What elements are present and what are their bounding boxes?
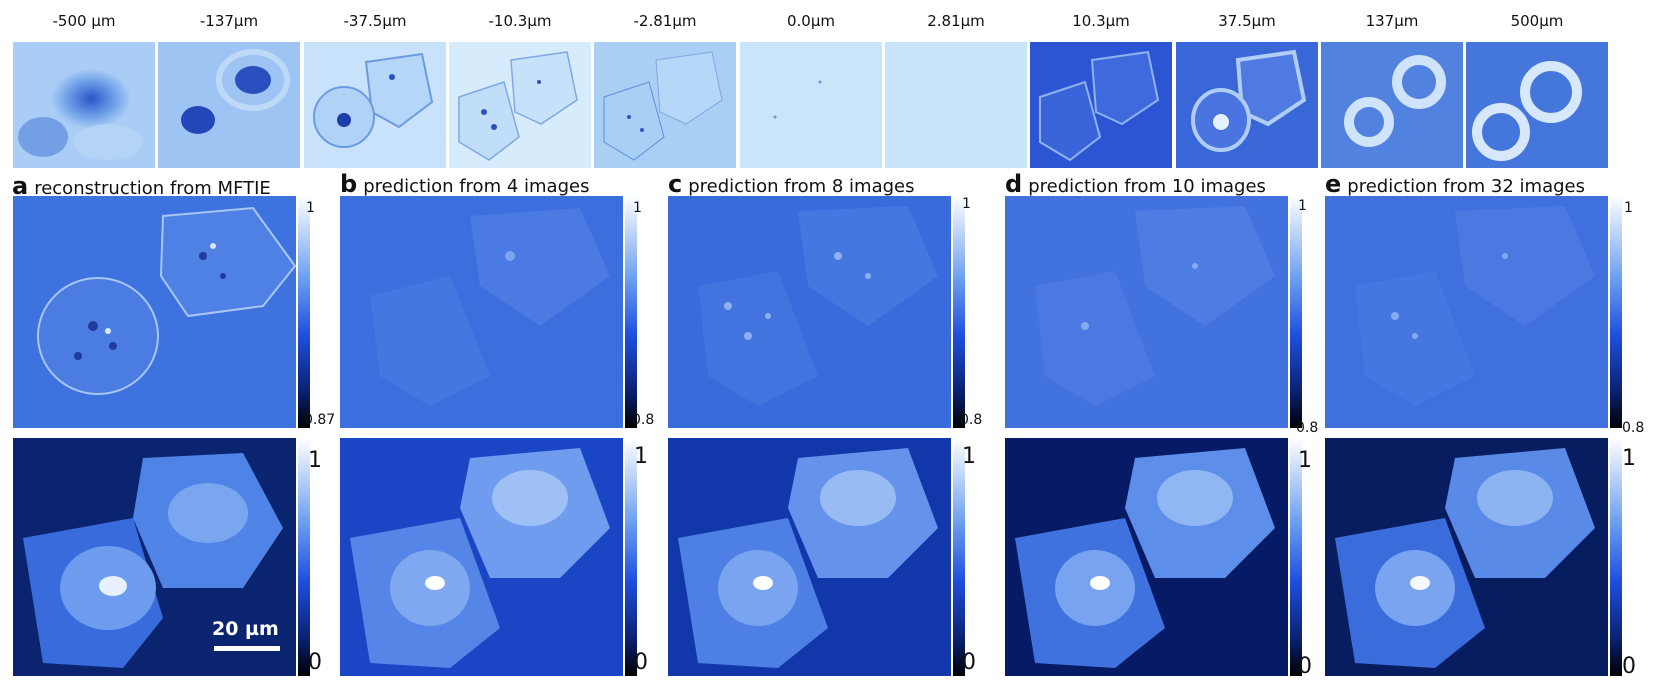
defocus-label: -137µm: [199, 12, 259, 30]
colorbar-max: 1: [1622, 446, 1636, 471]
colorbar-min: 0.8: [632, 412, 655, 428]
fluor-image-d: [1005, 438, 1288, 676]
panel-letter: b: [340, 170, 358, 198]
defocus-label: 0.0µm: [786, 12, 835, 30]
colorbar-min: 0.87: [304, 412, 336, 428]
panel-title-text: prediction from 4 images: [363, 176, 590, 197]
colorbar-phase-a: [298, 196, 310, 428]
defocus-image: [1176, 42, 1318, 168]
defocus-image: [1466, 42, 1608, 168]
panel-title-text: prediction from 8 images: [688, 176, 915, 197]
colorbar-max: 1: [308, 448, 322, 473]
colorbar-phase-e: [1610, 196, 1622, 428]
defocus-image: [304, 42, 446, 168]
phase-image-b: [340, 196, 623, 428]
scale-bar-label: 20 µm: [212, 618, 279, 640]
defocus-image: [594, 42, 736, 168]
colorbar-min: 0: [1298, 654, 1312, 679]
colorbar-max: 1: [1298, 448, 1312, 473]
defocus-image: [1030, 42, 1172, 168]
panel-a-title: a reconstruction from MFTIE: [12, 172, 271, 200]
defocus-label: -2.81µm: [633, 12, 697, 30]
defocus-image: [449, 42, 591, 168]
colorbar-max: 1: [1298, 198, 1307, 214]
panel-title-text: prediction from 10 images: [1028, 176, 1266, 197]
defocus-image: [13, 42, 155, 168]
colorbar-max: 1: [1624, 200, 1633, 216]
defocus-label: 137µm: [1365, 12, 1419, 30]
defocus-image: [740, 42, 882, 168]
phase-image-a: [13, 196, 296, 428]
colorbar-min: 0: [308, 650, 322, 675]
defocus-image: [158, 42, 300, 168]
fluor-image-a: [13, 438, 296, 676]
colorbar-phase-d: [1290, 196, 1302, 428]
defocus-label: 2.81µm: [927, 12, 985, 30]
phase-image-c: [668, 196, 951, 428]
colorbar-min: 0.8: [1296, 420, 1319, 436]
fluor-image-b: [340, 438, 623, 676]
panel-letter: c: [668, 170, 683, 198]
defocus-label: 10.3µm: [1072, 12, 1130, 30]
colorbar-max: 1: [962, 196, 971, 212]
colorbar-max: 1: [962, 444, 976, 469]
colorbar-min: 0: [1622, 654, 1636, 679]
defocus-label: -37.5µm: [343, 12, 407, 30]
colorbar-phase-b: [625, 196, 637, 428]
panel-letter: a: [12, 172, 29, 200]
defocus-image: [1321, 42, 1463, 168]
phase-image-e: [1325, 196, 1608, 428]
panel-letter: e: [1325, 170, 1342, 198]
colorbar-fluor-e: [1610, 438, 1622, 676]
colorbar-max: 1: [634, 444, 648, 469]
panel-d-title: d prediction from 10 images: [1005, 170, 1266, 198]
colorbar-min: 0: [634, 650, 648, 675]
panel-c-title: c prediction from 8 images: [668, 170, 915, 198]
panel-title-text: prediction from 32 images: [1347, 176, 1585, 197]
panel-b-title: b prediction from 4 images: [340, 170, 589, 198]
defocus-label: 500µm: [1510, 12, 1564, 30]
panel-title-text: reconstruction from MFTIE: [34, 178, 271, 199]
colorbar-fluor-b: [625, 438, 637, 676]
panel-letter: d: [1005, 170, 1023, 198]
defocus-image: [885, 42, 1027, 168]
colorbar-phase-c: [953, 196, 965, 428]
scale-bar: [214, 646, 280, 651]
colorbar-min: 0.8: [960, 412, 983, 428]
panel-e-title: e prediction from 32 images: [1325, 170, 1585, 198]
phase-image-d: [1005, 196, 1288, 428]
fluor-image-e: [1325, 438, 1608, 676]
defocus-label: 37.5µm: [1218, 12, 1276, 30]
colorbar-min: 0: [962, 650, 976, 675]
colorbar-max: 1: [306, 200, 315, 216]
defocus-label: -10.3µm: [488, 12, 552, 30]
colorbar-max: 1: [633, 200, 642, 216]
defocus-label: -500 µm: [52, 12, 116, 30]
colorbar-fluor-c: [953, 438, 965, 676]
colorbar-min: 0.8: [1622, 420, 1645, 436]
colorbar-fluor-a: [298, 438, 310, 676]
colorbar-fluor-d: [1290, 438, 1302, 676]
fluor-image-c: [668, 438, 951, 676]
